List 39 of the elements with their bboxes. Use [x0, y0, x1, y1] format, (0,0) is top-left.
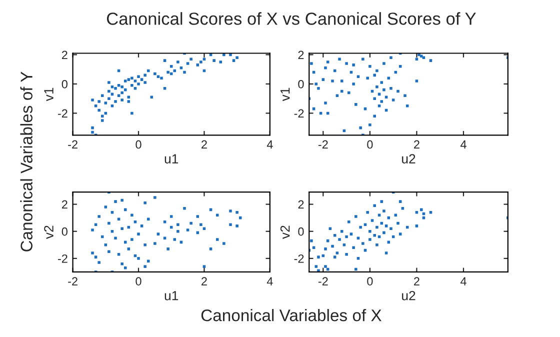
x-tick-label: 2 — [414, 140, 420, 149]
x-tick-label: -2 — [318, 140, 328, 149]
x-tick-label: -2 — [318, 277, 328, 286]
x-axis-title: u1 — [164, 154, 178, 164]
x-tick-label: 4 — [460, 140, 466, 149]
y-tick-label: -2 — [58, 109, 68, 118]
y-tick-label: 2 — [298, 200, 304, 209]
x-axis-title: u1 — [164, 291, 178, 300]
x-axis-title: u2 — [402, 154, 416, 164]
y-tick-label: -2 — [294, 109, 304, 118]
y-axis-title: v1 — [44, 88, 54, 102]
y-tick-label: 0 — [298, 227, 304, 236]
x-tick-label: 0 — [136, 140, 142, 149]
x-tick-label: 2 — [202, 277, 207, 286]
y-tick-label: 0 — [298, 80, 304, 88]
x-tick-label: 4 — [460, 277, 466, 286]
y-tick-label: 0 — [62, 227, 68, 236]
y-tick-label: -2 — [58, 254, 68, 263]
x-tick-label: 0 — [136, 277, 142, 286]
y-tick-label: 2 — [62, 50, 68, 59]
chart-title: Canonical Scores of X vs Canonical Scores of Y — [106, 12, 476, 25]
text: Canonical Variables of Y — [20, 72, 32, 252]
x-tick-label: -2 — [68, 277, 78, 286]
x-tick-label: 0 — [367, 140, 373, 149]
y-axis-title: v2 — [280, 226, 290, 239]
y-axis-title: v2 — [44, 226, 54, 239]
y-tick-label: 2 — [62, 200, 68, 209]
x-tick-label: 2 — [202, 140, 207, 149]
x-tick-label: 4 — [266, 277, 273, 286]
y-axis-title: v1 — [280, 88, 290, 102]
y-tick-label: 2 — [298, 50, 304, 59]
y-tick-label: 0 — [62, 80, 68, 88]
y-tick-label: -2 — [294, 254, 304, 263]
text: Canonical Variables of X — [201, 309, 382, 322]
x-tick-label: -2 — [68, 140, 78, 149]
x-tick-label: 0 — [367, 277, 373, 286]
x-tick-label: 4 — [266, 140, 273, 149]
x-axis-title: u2 — [402, 290, 416, 300]
x-tick-label: 2 — [414, 277, 420, 286]
